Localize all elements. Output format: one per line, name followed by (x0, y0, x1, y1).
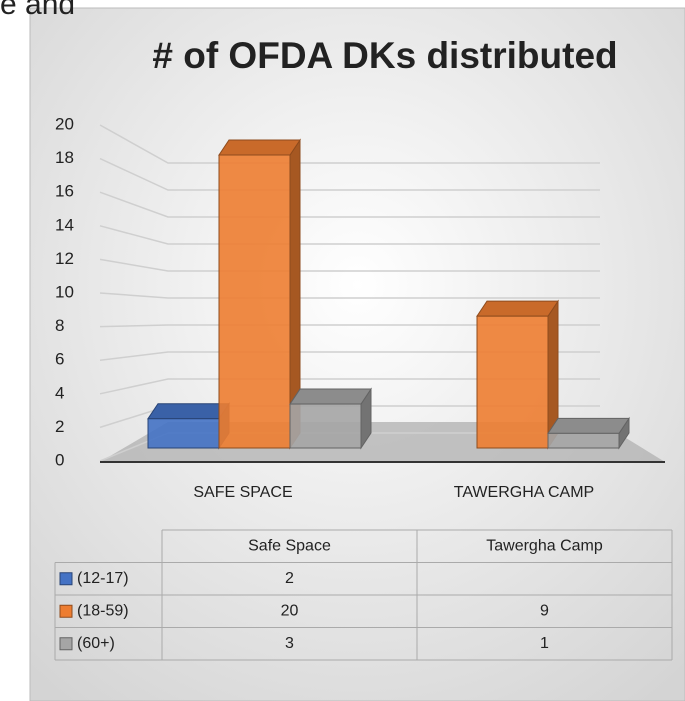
y-tick-label: 6 (55, 350, 64, 369)
chart-title: # of OFDA DKs distributed (152, 35, 617, 76)
grid-line (99, 225, 600, 245)
grid-line (99, 191, 600, 218)
y-tick-label: 12 (55, 249, 74, 268)
grid-line (99, 378, 600, 395)
bar-face (289, 388, 372, 405)
table-header: Tawergha Camp (486, 537, 603, 554)
bar-face (147, 403, 230, 420)
bar (476, 299, 559, 450)
legend-key (59, 604, 73, 618)
grid-line (99, 157, 600, 191)
bar-face (547, 432, 620, 449)
chart-area (29, 7, 685, 701)
bar-face (547, 417, 630, 434)
y-tick-label: 2 (55, 417, 64, 436)
y-tick-label: 14 (55, 215, 74, 234)
x-tick-label: SAFE SPACE (193, 484, 292, 501)
y-tick-label: 10 (55, 282, 74, 301)
y-tick-label: 18 (55, 148, 74, 167)
grid-line (99, 258, 600, 272)
bar (218, 138, 301, 450)
legend-label: (18-59) (77, 602, 129, 619)
grid-line (99, 324, 600, 328)
bar-face (218, 139, 301, 156)
table-value: 1 (540, 635, 549, 652)
legend-key (59, 572, 73, 586)
bar-face (218, 154, 291, 449)
y-tick-label: 4 (55, 383, 64, 402)
y-tick-label: 8 (55, 316, 64, 335)
bar (147, 402, 230, 450)
bar-face (289, 403, 362, 449)
bar-face (476, 315, 549, 449)
bar (547, 416, 630, 450)
y-tick-label: 20 (55, 114, 74, 133)
grid-line (99, 124, 600, 164)
legend-key (59, 637, 73, 651)
legend-label: (60+) (77, 635, 115, 652)
fragment-text: e and (0, 0, 75, 21)
table-value: 2 (285, 570, 294, 587)
bar (289, 387, 372, 450)
y-tick-label: 16 (55, 182, 74, 201)
table-header: Safe Space (248, 537, 331, 554)
grid-line (99, 292, 600, 299)
table-value: 9 (540, 602, 549, 619)
table-value: 20 (281, 602, 299, 619)
bar-face (147, 418, 220, 449)
legend-label: (12-17) (77, 570, 129, 587)
grid-line (99, 351, 600, 361)
y-tick-label: 0 (55, 450, 64, 469)
table-value: 3 (285, 635, 294, 652)
x-tick-label: TAWERGHA CAMP (454, 484, 594, 501)
bar-face (476, 300, 559, 317)
